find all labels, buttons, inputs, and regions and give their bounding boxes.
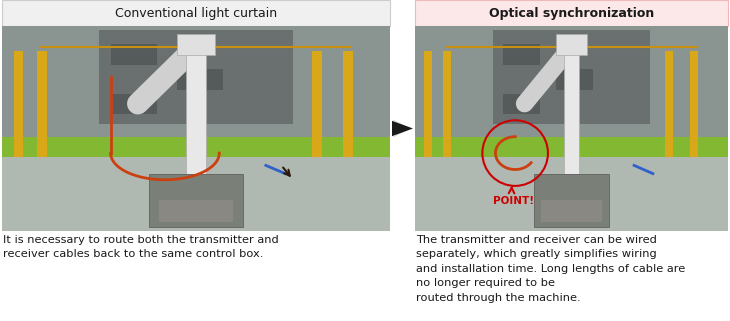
Bar	[186, 47, 206, 174]
Bar	[424, 51, 432, 157]
Bar	[503, 44, 540, 65]
Bar	[343, 51, 353, 157]
Bar	[415, 145, 728, 231]
Bar	[564, 47, 580, 174]
Bar	[2, 26, 390, 145]
Bar	[14, 51, 23, 157]
Bar	[99, 30, 293, 125]
Text: It is necessary to route both the transmitter and
receiver cables back to the sa: It is necessary to route both the transm…	[3, 235, 279, 259]
Bar	[415, 137, 728, 157]
Bar	[177, 34, 215, 55]
Bar	[691, 51, 699, 157]
Bar	[493, 30, 650, 125]
Bar	[503, 94, 540, 114]
Bar	[158, 200, 234, 221]
Bar	[556, 34, 587, 55]
Polygon shape	[392, 121, 413, 136]
Bar	[415, 26, 728, 145]
Bar	[111, 94, 157, 114]
Bar	[534, 174, 609, 227]
FancyBboxPatch shape	[415, 0, 728, 26]
Bar	[443, 51, 451, 157]
Text: Conventional light curtain: Conventional light curtain	[115, 6, 277, 20]
Bar	[312, 51, 322, 157]
FancyBboxPatch shape	[2, 0, 390, 26]
Bar	[542, 200, 602, 221]
Bar	[2, 145, 390, 231]
Text: The transmitter and receiver can be wired
separately, which greatly simplifies w: The transmitter and receiver can be wire…	[416, 235, 685, 303]
Bar	[177, 69, 223, 90]
Bar	[2, 137, 390, 157]
Bar	[666, 51, 673, 157]
Bar	[37, 51, 47, 157]
Bar	[150, 174, 242, 227]
Text: POINT!: POINT!	[493, 196, 534, 206]
Bar	[556, 69, 593, 90]
Bar	[111, 44, 157, 65]
Text: Optical synchronization: Optical synchronization	[489, 6, 654, 20]
